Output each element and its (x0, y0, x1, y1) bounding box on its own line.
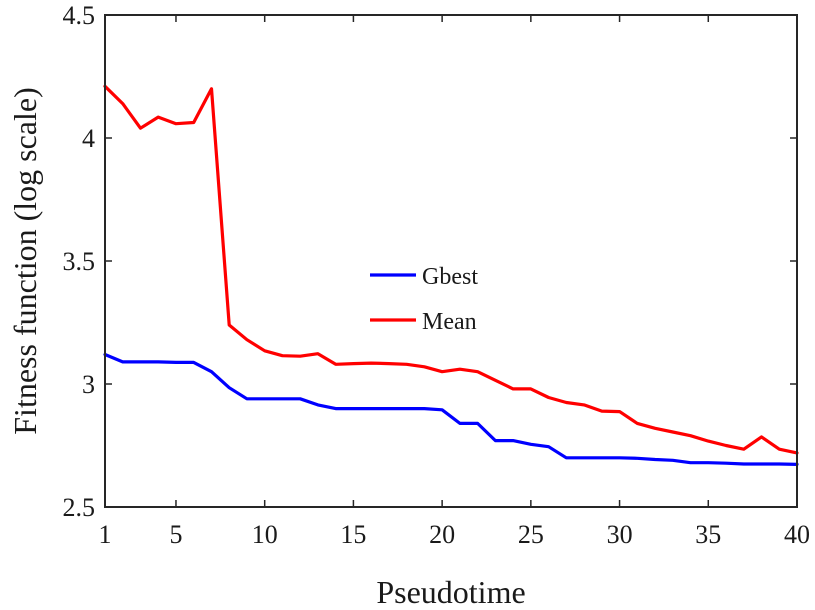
x-tick-label: 1 (99, 520, 112, 549)
series-line-mean (103, 84, 799, 455)
y-tick-label: 4.5 (63, 1, 96, 30)
y-tick-label: 4 (82, 124, 95, 153)
x-tick-label: 5 (169, 520, 182, 549)
legend-label-gbest: Gbest (422, 264, 478, 290)
x-axis-label: Pseudotime (376, 574, 525, 610)
x-tick-label: 40 (784, 520, 810, 549)
x-tick-label: 15 (340, 520, 366, 549)
tick-labels: 1 5 10 15 20 25 30 35 402.533.544.5 (63, 1, 811, 549)
legend: Gbest Mean (370, 264, 478, 335)
series-line-gbest (103, 352, 799, 466)
x-tick-label: 10 (252, 520, 278, 549)
y-tick-label: 3.5 (63, 247, 96, 276)
y-tick-label: 2.5 (63, 493, 96, 522)
y-axis-label: Fitness function (log scale) (7, 87, 43, 434)
x-tick-label: 25 (518, 520, 544, 549)
series-lines (103, 84, 799, 466)
legend-label-mean: Mean (422, 309, 477, 335)
x-tick-label: 20 (429, 520, 455, 549)
y-tick-label: 3 (82, 370, 95, 399)
plot-frame (104, 14, 798, 508)
tick-marks (104, 14, 798, 508)
x-tick-label: 35 (695, 520, 721, 549)
x-tick-label: 30 (607, 520, 633, 549)
